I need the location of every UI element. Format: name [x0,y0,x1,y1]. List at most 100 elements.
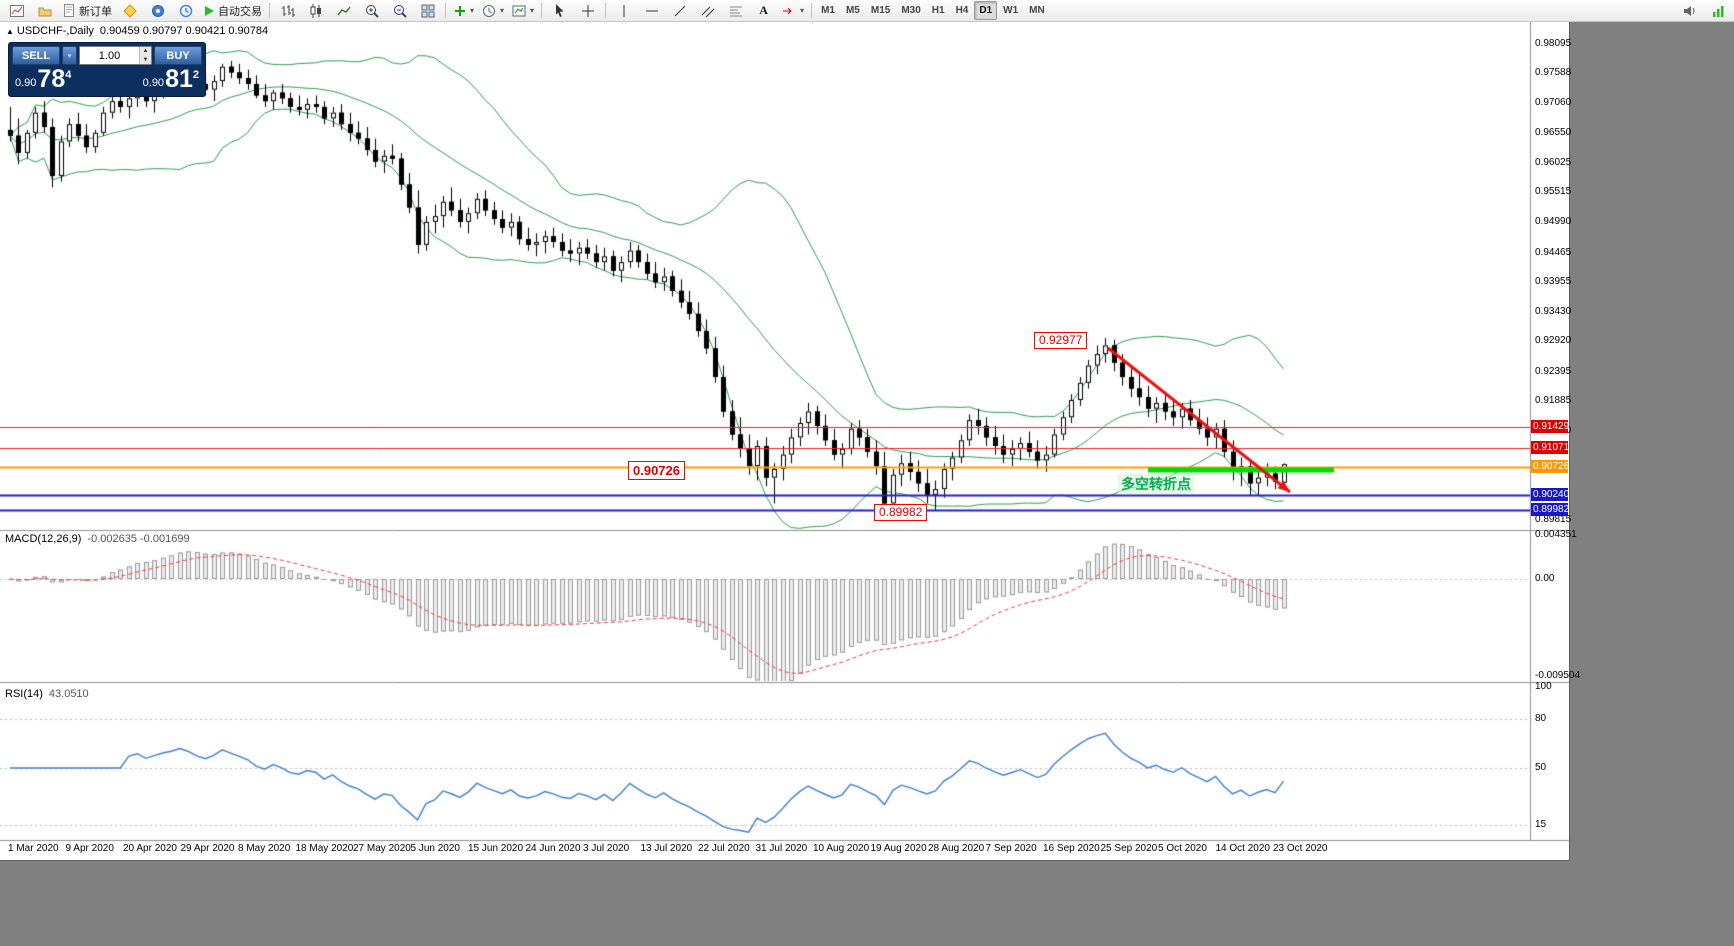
price-axis-tick: 0.98095 [1535,38,1572,49]
toolbar-separator [541,3,543,18]
periods-clock-icon[interactable]: ▾ [478,0,507,21]
buy-price[interactable]: 0.90 81 2 [143,66,199,93]
connection-status-icon[interactable] [1704,0,1731,21]
price-axis-tick: 0.92395 [1535,365,1572,377]
price-axis-tick: 0.93430 [1535,306,1572,318]
history-center-icon[interactable] [172,0,199,21]
date-axis-label: 5 Jun 2020 [410,843,461,854]
candlestick-chart-type-icon[interactable] [302,0,329,21]
templates-icon[interactable]: ▾ [508,0,537,21]
new-chart-icon[interactable] [3,0,30,21]
timeframe-button-mn[interactable]: MN [1029,5,1045,16]
price-axis-tick: 0.97060 [1535,97,1572,109]
zoom-out-icon[interactable] [386,0,413,21]
sell-price-big: 78 [37,65,66,93]
date-axis-label: 18 May 2020 [295,843,354,854]
date-axis-label: 9 Apr 2020 [65,843,114,854]
date-axis-label: 14 Oct 2020 [1215,843,1270,854]
rsi-axis-tick: 100 [1535,681,1552,692]
price-axis-tick: 0.92920 [1535,335,1572,347]
timeframe-button-m5[interactable]: M5 [845,5,860,16]
date-axis-label: 1 Mar 2020 [8,843,59,854]
channel-icon[interactable] [694,0,721,21]
price-axis-tick: 0.95515 [1535,186,1572,198]
price-level-marker: 0.89982 [1531,503,1570,517]
market-icon[interactable] [144,0,171,21]
toolbar-separator [269,3,270,18]
price-level-marker: 0.91429 [1531,420,1570,434]
volume-stepper[interactable]: ▲ ▼ [139,47,151,64]
profiles-icon[interactable] [31,0,58,21]
volume-up-icon[interactable]: ▲ [140,47,151,56]
timeframe-button-w1[interactable]: W1 [1003,5,1019,16]
price-axis-tick: 0.93955 [1535,275,1572,287]
arrows-tool-icon[interactable]: ▾ [778,0,807,21]
price-axis-tick: 0.97588 [1535,67,1572,79]
date-axis-label: 24 Jun 2020 [525,843,581,854]
autotrading-button[interactable]: 自动交易 [200,0,265,21]
sell-button[interactable]: SELL [12,46,60,65]
vertical-line-icon[interactable] [610,0,637,21]
bar-chart-type-icon[interactable] [274,0,301,21]
trade-options-dropdown[interactable]: ▾ [62,46,77,65]
fibonacci-icon[interactable] [722,0,749,21]
volume-down-icon[interactable]: ▼ [140,55,151,64]
toolbar-separator [605,3,607,18]
date-axis-label: 8 May 2020 [238,843,291,854]
date-axis-label: 5 Oct 2020 [1158,843,1207,854]
date-axis-label: 22 Jul 2020 [698,843,750,854]
macd-values: -0.002635 -0.001699 [87,533,190,545]
tile-windows-icon[interactable] [414,0,441,21]
date-axis-label: 25 Sep 2020 [1100,843,1158,854]
timeframe-toolbar: M1 M5 M15 M30 H1 H4 D1 W1 MN [816,1,1050,20]
macd-axis-tick: 0.00 [1535,573,1555,584]
macd-axis-tick: -0.009504 [1535,669,1581,681]
zoom-in-icon[interactable] [358,0,385,21]
timeframe-button-h4[interactable]: H4 [955,5,969,16]
price-axis-tick: 0.91885 [1535,394,1572,406]
autotrading-label: 自动交易 [218,5,262,18]
timeframe-button-h1[interactable]: H1 [931,5,945,16]
sound-icon[interactable] [1675,0,1702,21]
sell-price-pip: 4 [65,69,72,81]
price-axis-tick: 0.94465 [1535,246,1572,258]
volume-box: ▲▼ [79,46,152,65]
metaeditor-icon[interactable] [116,0,143,21]
rsi-axis-tick: 50 [1535,762,1547,773]
price-chart-canvas[interactable] [0,22,1569,860]
date-axis-label: 29 Apr 2020 [180,843,235,854]
new-order-label: 新订单 [79,5,112,18]
crosshair-icon[interactable] [574,0,601,21]
price-annotation-label[interactable]: 0.89982 [874,504,928,521]
price-axis-tick: 0.94990 [1535,216,1572,228]
macd-axis-tick: 0.004351 [1535,528,1577,540]
date-axis-label: 19 Aug 2020 [870,843,927,854]
line-chart-type-icon[interactable] [330,0,357,21]
toolbar-right-icons [1675,0,1731,21]
text-tool-icon[interactable]: A [759,3,768,17]
price-annotation-label[interactable]: 0.92977 [1034,332,1088,349]
date-axis-label: 3 Jul 2020 [583,843,630,854]
trendline-icon[interactable] [666,0,693,21]
collapse-triangle-icon[interactable]: ▲ [6,27,14,36]
cursor-icon[interactable] [546,0,573,21]
new-order-button[interactable]: 新订单 [59,0,115,21]
buy-price-pip: 2 [192,69,199,81]
horizontal-line-icon[interactable] [638,0,665,21]
date-axis-label: 23 Oct 2020 [1273,843,1328,854]
timeframe-button-m1[interactable]: M1 [821,5,835,16]
price-level-marker: 0.91071 [1531,440,1570,454]
indicators-icon[interactable]: ▾ [450,0,477,21]
date-axis-label: 7 Sep 2020 [985,843,1037,854]
timeframe-button-m15[interactable]: M15 [870,5,891,16]
toolbar-separator [445,3,446,18]
pivot-point-text-label[interactable]: 多空转折点 [1118,474,1194,494]
timeframe-button-d1[interactable]: D1 [974,1,998,20]
timeframe-button-m30[interactable]: M30 [901,5,921,16]
buy-price-big: 81 [165,65,193,93]
price-annotation-label[interactable]: 0.90726 [628,461,685,480]
volume-input[interactable] [80,47,139,64]
sell-price[interactable]: 0.90 78 4 [15,66,71,93]
buy-button[interactable]: BUY [154,46,202,65]
